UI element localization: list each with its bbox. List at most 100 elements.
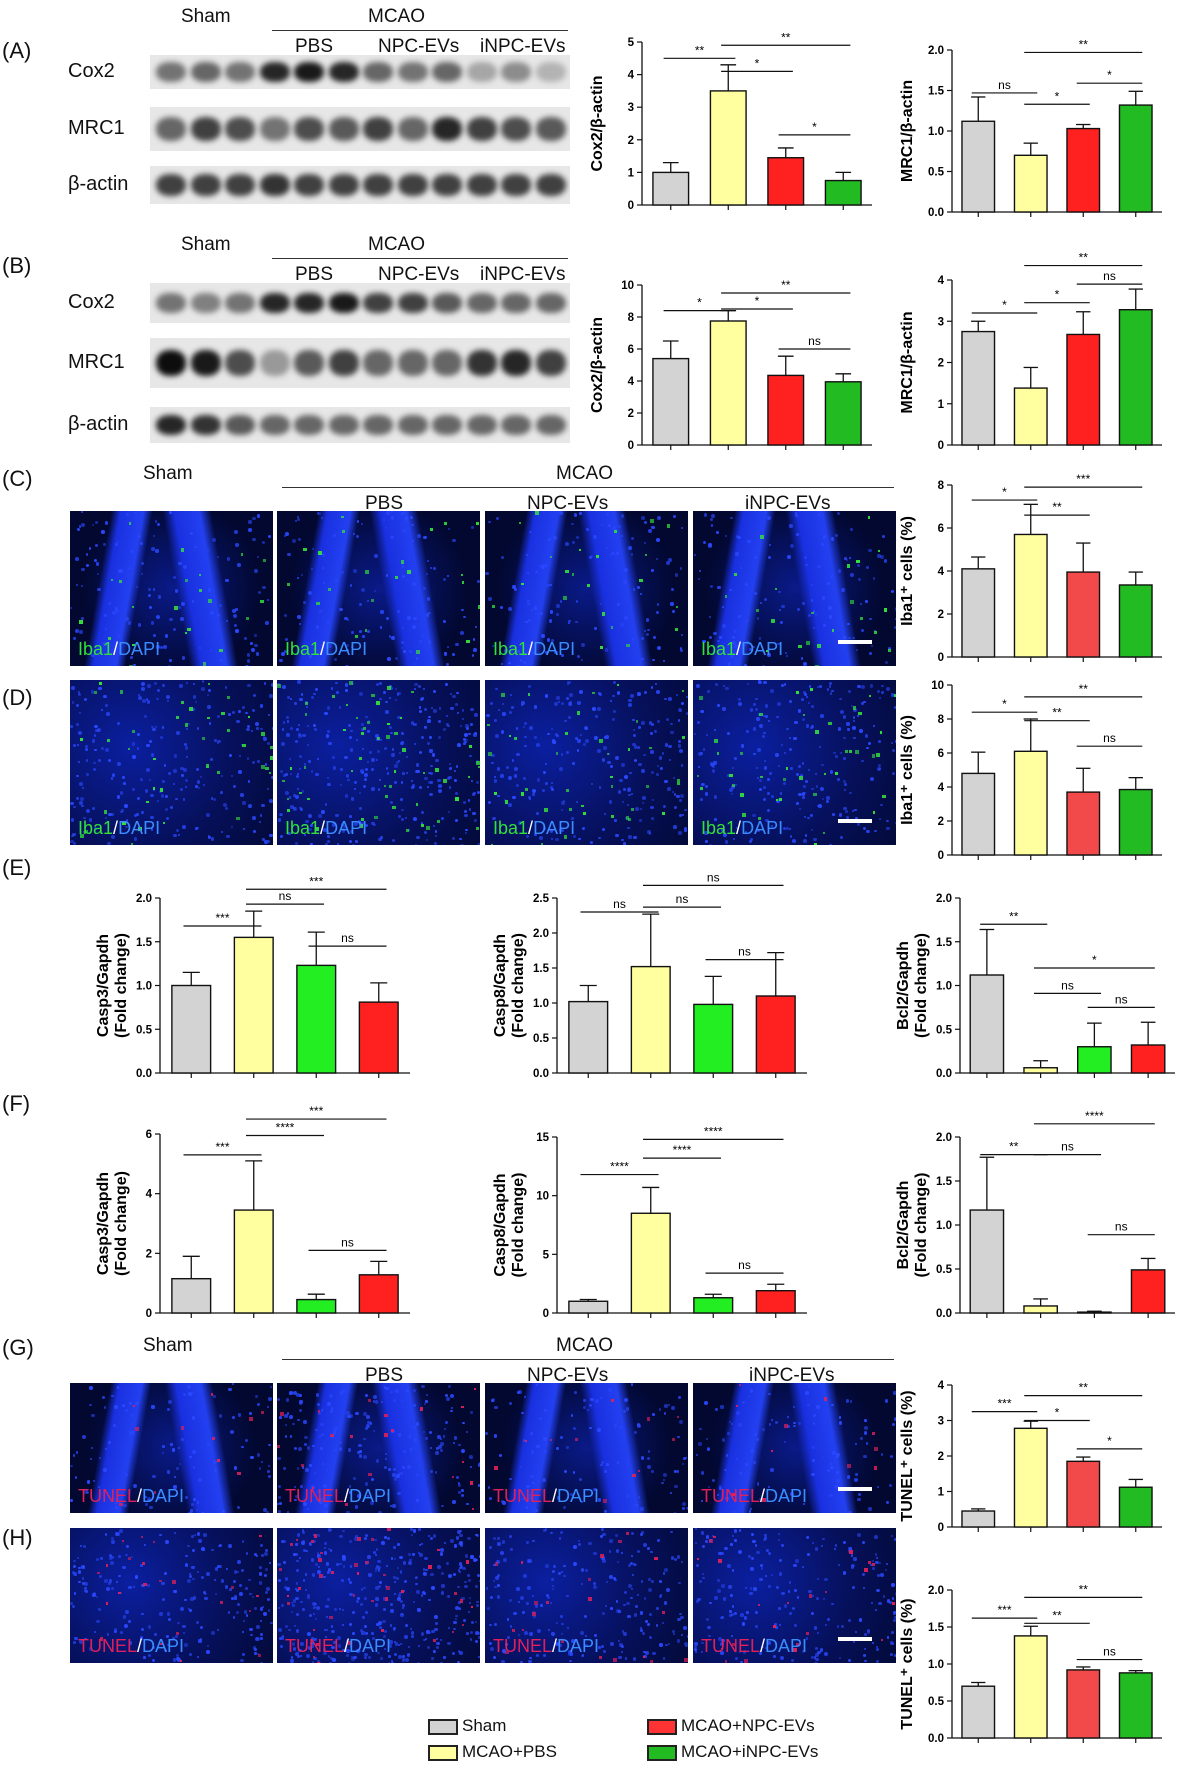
nucleus-dot bbox=[111, 1394, 114, 1397]
nucleus-dot bbox=[326, 621, 330, 625]
tunel-signal bbox=[642, 1656, 645, 1659]
nucleus-dot bbox=[579, 689, 584, 694]
nucleus-dot bbox=[377, 1568, 381, 1571]
nucleus-dot bbox=[476, 1534, 480, 1538]
nucleus-dot bbox=[319, 1500, 324, 1505]
nucleus-dot bbox=[200, 1626, 203, 1630]
nucleus-dot bbox=[418, 1645, 421, 1648]
nucleus-dot bbox=[317, 511, 322, 516]
nucleus-dot bbox=[859, 1436, 864, 1440]
nucleus-dot bbox=[545, 1563, 550, 1568]
nucleus-dot bbox=[110, 777, 113, 780]
nucleus-dot bbox=[172, 1658, 177, 1662]
nucleus-dot bbox=[293, 1485, 296, 1488]
nucleus-dot bbox=[301, 1529, 305, 1532]
iba1-signal bbox=[524, 787, 529, 792]
nucleus-dot bbox=[560, 1632, 563, 1635]
nucleus-dot bbox=[696, 1453, 699, 1456]
nucleus-dot bbox=[640, 1626, 643, 1629]
nucleus-dot bbox=[278, 1627, 283, 1632]
nucleus-dot bbox=[301, 1607, 305, 1611]
nucleus-dot bbox=[513, 774, 518, 779]
nucleus-dot bbox=[709, 1601, 712, 1605]
nucleus-dot bbox=[571, 522, 574, 526]
nucleus-dot bbox=[327, 1402, 331, 1406]
nucleus-dot bbox=[181, 774, 184, 777]
nucleus-dot bbox=[254, 1552, 258, 1556]
nucleus-dot bbox=[415, 657, 419, 660]
nucleus-dot bbox=[886, 1501, 889, 1504]
iba1-signal bbox=[859, 616, 863, 620]
tunel-signal bbox=[600, 1553, 604, 1558]
nucleus-dot bbox=[70, 1602, 74, 1606]
nucleus-dot bbox=[838, 1416, 842, 1419]
nucleus-dot bbox=[544, 694, 549, 698]
nucleus-dot bbox=[250, 729, 254, 733]
nucleus-dot bbox=[554, 1642, 559, 1646]
nucleus-dot bbox=[79, 782, 83, 786]
nucleus-dot bbox=[91, 739, 96, 743]
nucleus-dot bbox=[574, 736, 578, 740]
nucleus-dot bbox=[294, 1499, 297, 1502]
nucleus-dot bbox=[404, 1658, 409, 1663]
nucleus-dot bbox=[317, 1565, 320, 1568]
nucleus-dot bbox=[643, 520, 648, 525]
iba1-signal bbox=[307, 798, 310, 801]
nucleus-dot bbox=[782, 827, 786, 831]
nucleus-dot bbox=[872, 724, 875, 727]
significance-label: ns bbox=[998, 78, 1011, 92]
nucleus-dot bbox=[384, 526, 387, 529]
nucleus-dot bbox=[658, 1579, 662, 1583]
nucleus-dot bbox=[296, 1533, 300, 1537]
nucleus-dot bbox=[439, 1552, 444, 1556]
blot-a-mrc1-band bbox=[294, 117, 324, 141]
nucleus-dot bbox=[198, 1639, 202, 1643]
iba1-signal bbox=[201, 736, 205, 740]
nucleus-dot bbox=[716, 530, 720, 534]
nucleus-dot bbox=[157, 595, 161, 599]
nucleus-dot bbox=[432, 566, 436, 570]
nucleus-dot bbox=[192, 695, 197, 699]
nucleus-dot bbox=[865, 829, 869, 833]
bar bbox=[1077, 1046, 1112, 1074]
nucleus-dot bbox=[550, 837, 554, 841]
nucleus-dot bbox=[535, 1444, 540, 1449]
iba1-signal bbox=[466, 640, 470, 644]
nucleus-dot bbox=[365, 1423, 370, 1428]
nucleus-dot bbox=[605, 1580, 609, 1584]
nucleus-dot bbox=[500, 662, 504, 666]
nucleus-dot bbox=[631, 793, 634, 796]
nucleus-dot bbox=[443, 652, 447, 656]
nucleus-dot bbox=[786, 555, 791, 560]
y-tick-label: 0 bbox=[628, 200, 634, 212]
nucleus-dot bbox=[283, 1560, 287, 1565]
nucleus-dot bbox=[211, 797, 214, 800]
nucleus-dot bbox=[435, 1451, 439, 1455]
nucleus-dot bbox=[418, 785, 423, 789]
nucleus-dot bbox=[893, 1616, 896, 1619]
blot-a-actin-band bbox=[156, 174, 186, 196]
iba1-signal bbox=[415, 802, 419, 806]
iba1-signal bbox=[627, 748, 631, 752]
iba1-signal bbox=[207, 716, 210, 720]
nucleus-dot bbox=[359, 1603, 364, 1607]
iba1-signal bbox=[103, 810, 108, 815]
nucleus-dot bbox=[256, 555, 259, 558]
nucleus-dot bbox=[489, 1496, 492, 1500]
nucleus-dot bbox=[202, 1591, 206, 1595]
nucleus-dot bbox=[765, 818, 769, 823]
nucleus-dot bbox=[502, 712, 506, 716]
nucleus-dot bbox=[159, 1533, 162, 1537]
nucleus-dot bbox=[316, 757, 319, 760]
nucleus-dot bbox=[862, 827, 866, 831]
nucleus-dot bbox=[525, 553, 528, 556]
nucleus-dot bbox=[70, 801, 74, 806]
tunel-signal bbox=[598, 1655, 602, 1659]
nucleus-dot bbox=[666, 787, 671, 792]
nucleus-dot bbox=[297, 515, 300, 518]
tunel-signal bbox=[311, 1486, 314, 1489]
nucleus-dot bbox=[365, 715, 368, 719]
iba1-signal bbox=[888, 649, 891, 653]
nucleus-dot bbox=[330, 1657, 334, 1661]
nucleus-dot bbox=[383, 1386, 387, 1390]
